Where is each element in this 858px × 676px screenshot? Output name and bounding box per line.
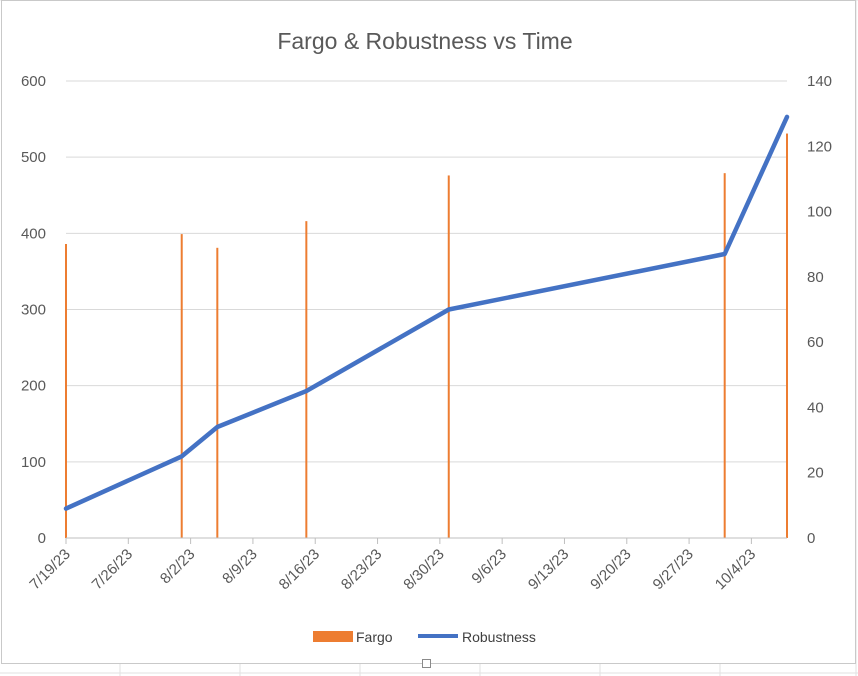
x-tick-label: 8/16/23 — [276, 546, 323, 593]
y-right-tick-label: 0 — [807, 530, 815, 547]
fargo-bar — [216, 247, 219, 538]
fargo-bar — [65, 243, 67, 538]
legend[interactable]: Fargo Robustness — [313, 629, 536, 645]
fargo-bar — [786, 133, 788, 538]
y-right-tick-label: 20 — [807, 465, 824, 482]
y-left-tick-label: 200 — [21, 378, 46, 395]
x-tick-label: 8/9/23 — [219, 546, 261, 588]
x-tick-label: 8/23/23 — [338, 546, 385, 593]
x-tick-label: 9/13/23 — [525, 546, 572, 593]
fargo-bar — [447, 175, 450, 539]
y-right-tick-label: 60 — [807, 334, 824, 351]
legend-swatch-fargo — [313, 631, 353, 642]
y-axis-right: 0 20 40 60 80 100 120 140 — [807, 73, 832, 547]
x-axis-ticks: 7/19/23 7/26/23 8/2/23 8/9/23 8/16/23 8/23/23… — [26, 538, 759, 593]
y-left-tick-label: 0 — [38, 530, 46, 547]
y-right-tick-label: 120 — [807, 138, 832, 155]
fargo-bar — [723, 173, 726, 538]
x-tick-label: 8/30/23 — [400, 546, 447, 593]
y-left-tick-label: 500 — [21, 149, 46, 166]
fargo-bar — [305, 221, 308, 538]
x-tick-label: 7/19/23 — [26, 546, 73, 593]
x-tick-label: 9/20/23 — [587, 546, 634, 593]
y-right-tick-label: 80 — [807, 269, 824, 286]
chart-area[interactable]: 7/19/23 7/26/23 8/2/23 8/9/23 8/16/23 8/23/23… — [1, 0, 856, 664]
y-left-tick-label: 600 — [21, 73, 46, 90]
x-tick-label: 9/27/23 — [650, 546, 697, 593]
chart-resize-handle-bottom[interactable] — [422, 659, 431, 668]
legend-label-fargo: Fargo — [356, 629, 393, 645]
y-right-tick-label: 100 — [807, 204, 832, 221]
fargo-bar — [180, 234, 183, 538]
y-left-tick-label: 300 — [21, 302, 46, 319]
y-right-tick-label: 40 — [807, 399, 824, 416]
x-tick-label: 9/6/23 — [468, 546, 510, 588]
chart-title: Fargo & Robustness vs Time — [277, 28, 572, 54]
legend-label-robustness: Robustness — [462, 629, 536, 645]
y-right-tick-label: 140 — [807, 73, 832, 90]
y-left-tick-label: 100 — [21, 454, 46, 471]
gridlines — [66, 80, 787, 463]
fargo-bars — [65, 133, 788, 539]
chart-canvas: 7/19/23 7/26/23 8/2/23 8/9/23 8/16/23 8/23/23… — [21, 28, 832, 645]
x-tick-label: 7/26/23 — [89, 546, 136, 593]
robustness-line — [63, 114, 790, 511]
y-axis-left: 0 100 200 300 400 500 600 — [21, 73, 46, 547]
y-left-tick-label: 400 — [21, 225, 46, 242]
x-tick-label: 10/4/23 — [712, 546, 759, 593]
x-tick-label: 8/2/23 — [157, 546, 199, 588]
